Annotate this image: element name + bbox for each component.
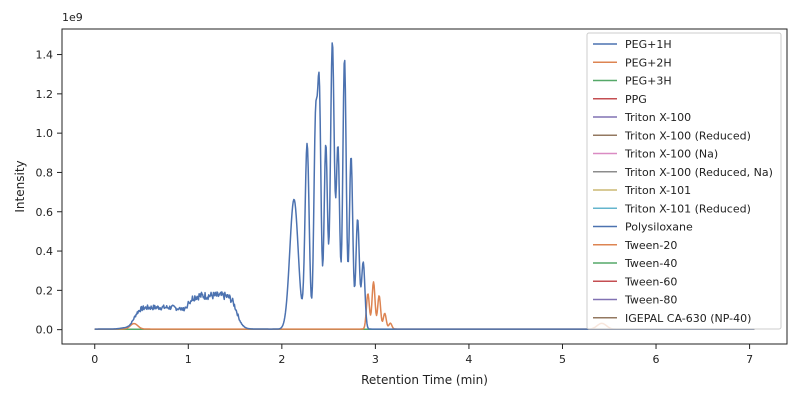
legend-entry-label: Triton X-101 (Reduced)	[624, 202, 751, 215]
x-tick-label: 5	[559, 353, 566, 366]
x-tick-label: 1	[185, 353, 192, 366]
y-tick-label: 0.0	[36, 324, 54, 337]
y-axis-label: Intensity	[13, 160, 27, 212]
y-tick-label: 0.6	[36, 206, 54, 219]
legend-entry-label: PEG+2H	[625, 56, 672, 69]
y-tick-label: 1.0	[36, 127, 54, 140]
legend-entry-label: Tween-60	[624, 275, 677, 288]
y-tick-label: 0.4	[36, 245, 54, 258]
x-tick-label: 7	[746, 353, 753, 366]
legend-entry-label: Tween-20	[624, 239, 677, 252]
legend: PEG+1H PEG+2H PEG+3H PPG Triton X-100 Triton …	[586, 32, 782, 330]
legend-entry-label: Triton X-100	[624, 111, 691, 124]
legend-entry-label: Tween-40	[624, 257, 677, 270]
legend-entry-label: PPG	[625, 93, 647, 106]
y-tick-label: 1.4	[36, 49, 54, 62]
legend-entry-label: Triton X-100 (Reduced)	[624, 129, 751, 142]
legend-entry-label: Tween-80	[624, 294, 677, 307]
x-tick-label: 6	[653, 353, 660, 366]
y-tick-label: 0.8	[36, 166, 54, 179]
legend-entry-label: PEG+3H	[625, 75, 672, 88]
legend-frame	[586, 32, 782, 330]
x-tick-label: 0	[91, 353, 98, 366]
legend-entry-label: Triton X-100 (Reduced, Na)	[624, 166, 773, 179]
plot-frame	[61, 28, 788, 345]
x-tick-label: 4	[465, 353, 472, 366]
x-tick-label: 3	[372, 353, 379, 366]
legend-entry-label: PEG+1H	[625, 38, 672, 51]
legend-entry-label: Polysiloxane	[625, 221, 693, 234]
axes-layer: 0 1 2 3 4 5 6 7 0.0 0.2 0.4 0.6 0.8 1.0 1.2 1.4	[36, 49, 754, 366]
x-tick-label: 2	[278, 353, 285, 366]
y-tick-label: 1.2	[36, 88, 54, 101]
legend-entry-label: Triton X-100 (Na)	[624, 148, 718, 161]
y-offset-text: 1e9	[62, 11, 83, 24]
legend-entry-label: Triton X-101	[624, 184, 691, 197]
x-axis-label: Retention Time (min)	[361, 373, 488, 387]
legend-entry-label: IGEPAL CA-630 (NP-40)	[625, 312, 751, 325]
y-tick-label: 0.2	[36, 284, 54, 297]
